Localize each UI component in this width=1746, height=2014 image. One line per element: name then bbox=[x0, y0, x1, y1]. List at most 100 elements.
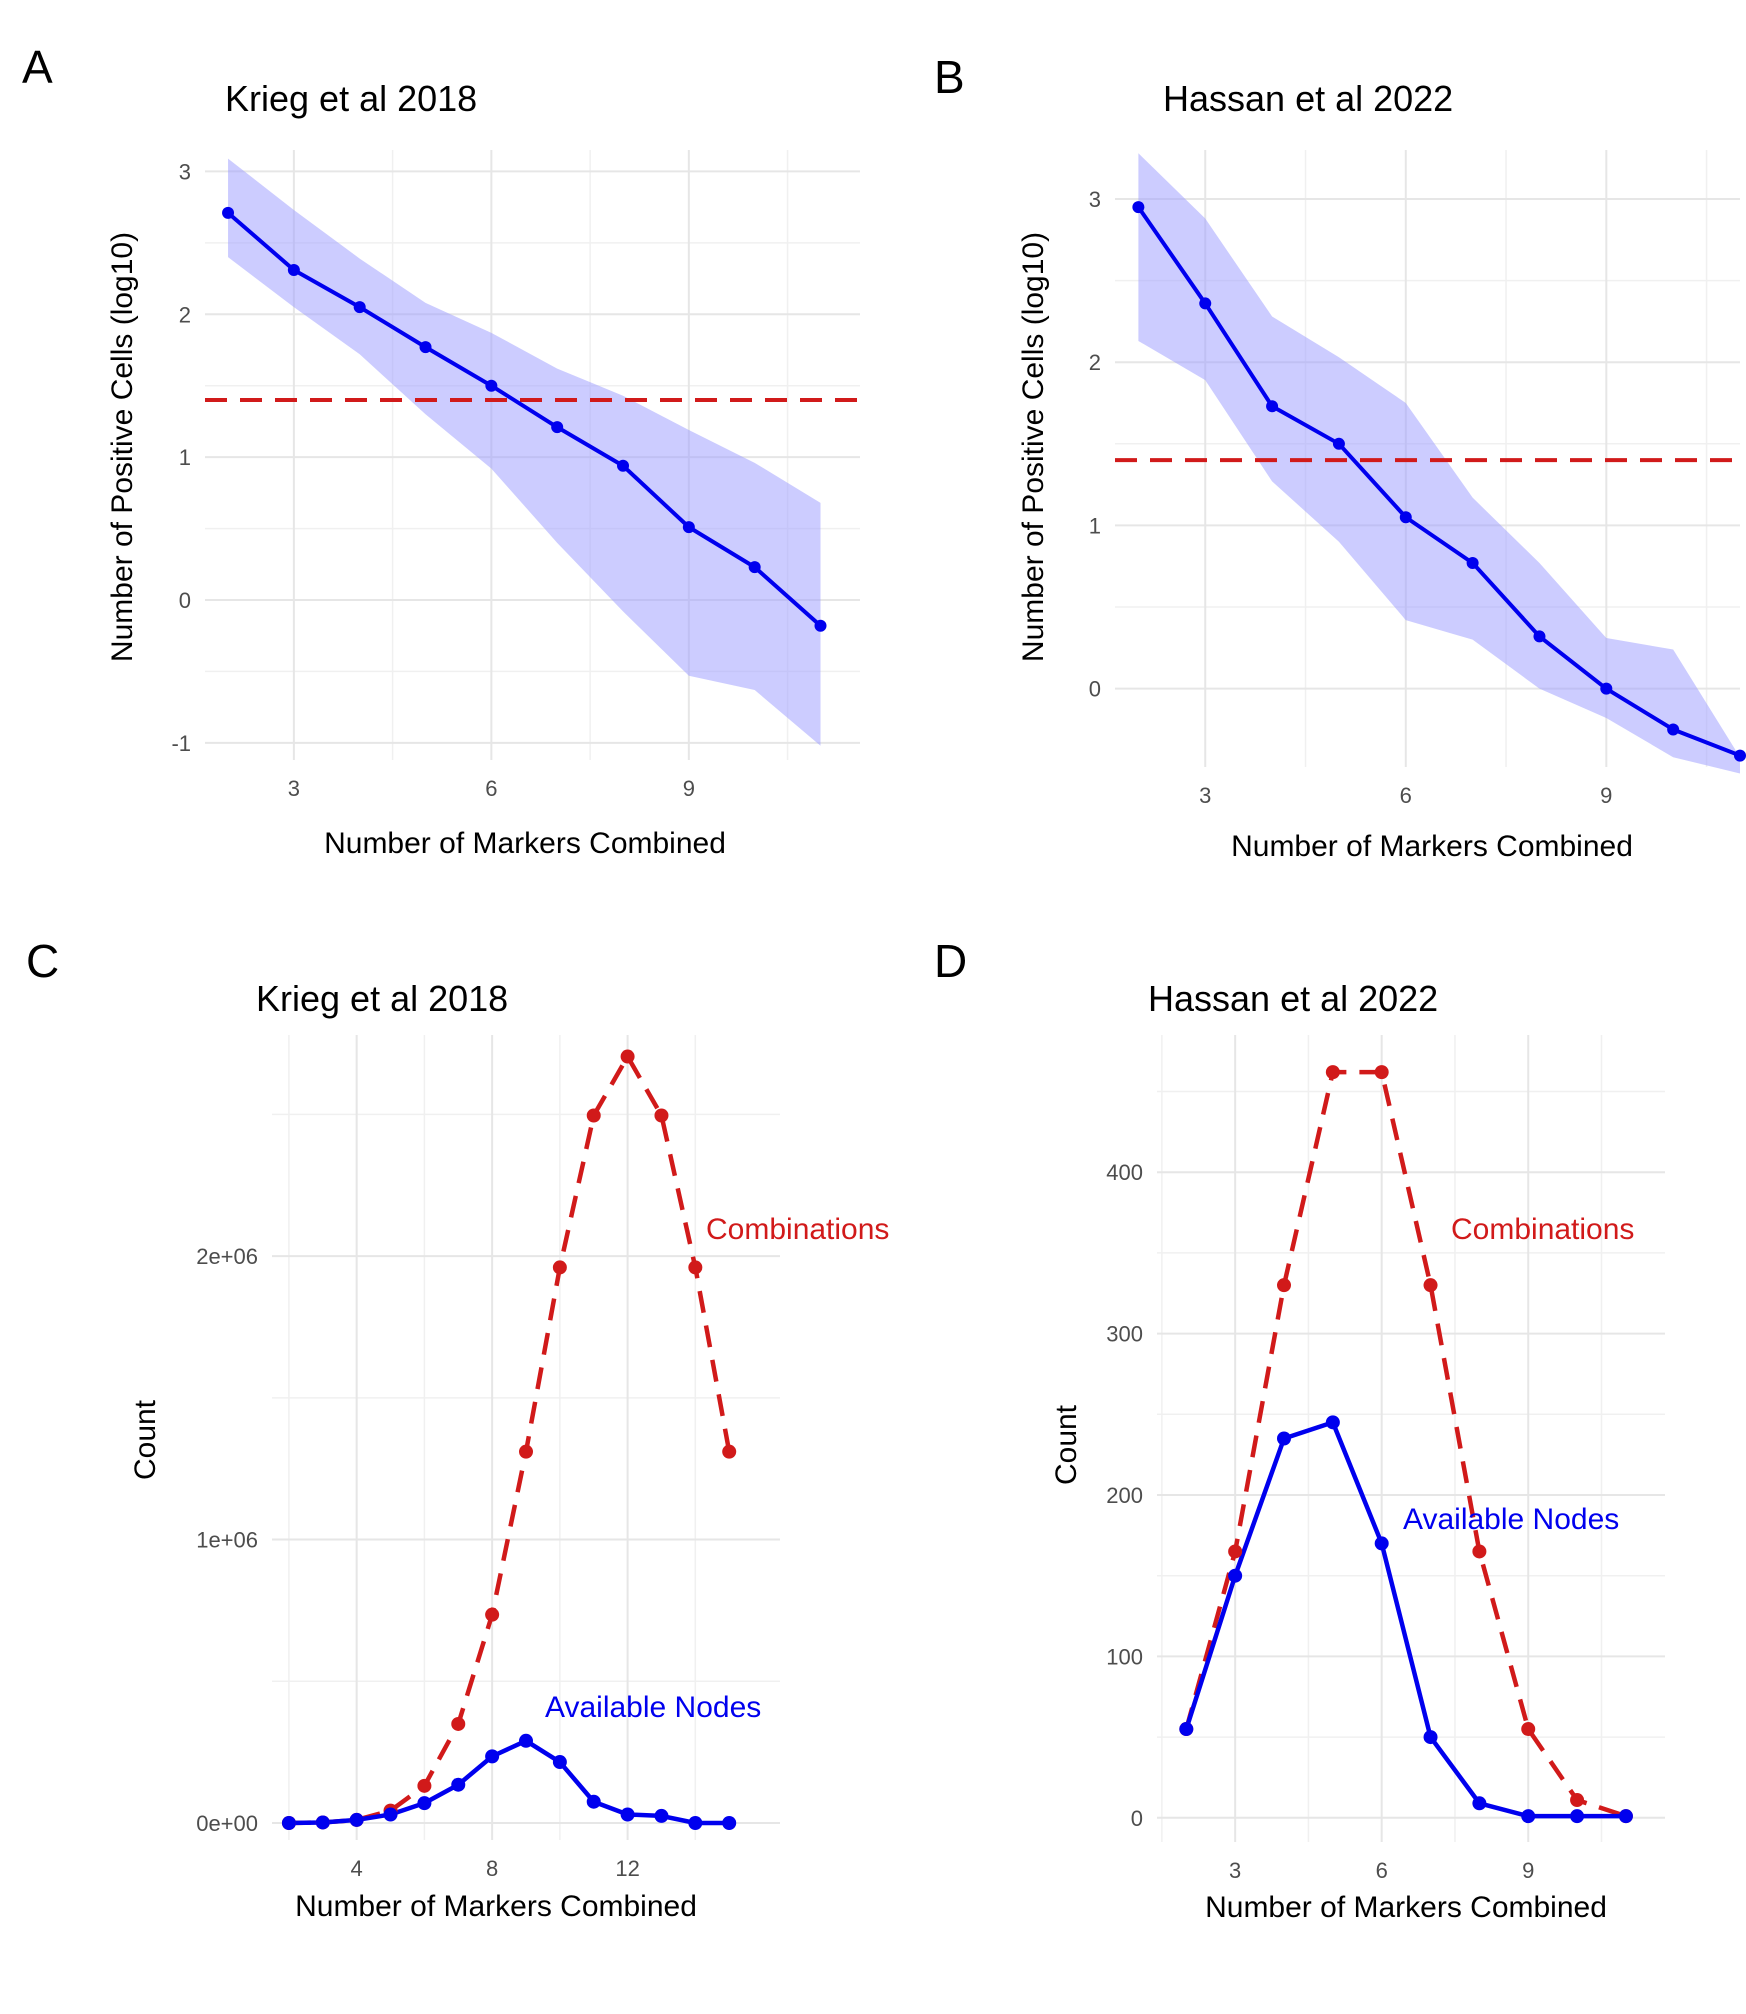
panel-c-combinations-point bbox=[552, 1260, 567, 1275]
panel-b-x-tick-label: 6 bbox=[1400, 783, 1412, 808]
panel-c-combinations-point bbox=[485, 1607, 500, 1622]
panel-c-y-tick-label: 2e+06 bbox=[196, 1244, 258, 1269]
panel-d-y-tick-label: 300 bbox=[1106, 1322, 1143, 1347]
panel-a-mean-line bbox=[226, 211, 822, 628]
panel-d-combinations-point bbox=[1472, 1544, 1487, 1559]
panel-c-available-nodes-point bbox=[315, 1815, 330, 1830]
panel-c-available-nodes-point bbox=[722, 1815, 737, 1830]
panel-a-mean-point bbox=[814, 619, 827, 632]
panel-d-combinations-point bbox=[1521, 1722, 1536, 1737]
panel-c-combinations-point bbox=[620, 1049, 635, 1064]
panel-c-available-nodes-point bbox=[485, 1749, 500, 1764]
panel-c-combinations-label: Combinations bbox=[706, 1213, 889, 1246]
panel-b-confidence-ribbon bbox=[1138, 153, 1740, 774]
panel-a-x-tick-label: 9 bbox=[683, 776, 695, 801]
panel-a-tick-labels: 3 6 9 -1 0 1 2 3 bbox=[171, 159, 695, 801]
panel-a-mean-point bbox=[222, 206, 235, 219]
panel-c-available-nodes-point bbox=[586, 1794, 601, 1809]
panel-d-available-nodes-point bbox=[1179, 1722, 1194, 1737]
panel-letter-a: A bbox=[22, 41, 53, 93]
panel-a-y-axis-label: Number of Positive Cells (log10) bbox=[106, 232, 139, 662]
panel-d-available-nodes-point bbox=[1374, 1536, 1389, 1551]
panel-c-combinations-point bbox=[586, 1108, 601, 1123]
panel-c-combinations-point bbox=[519, 1444, 533, 1459]
panel-d-lines-layer bbox=[1184, 1069, 1627, 1819]
panel-a-mean-point bbox=[485, 379, 498, 392]
panel-a: A Krieg et al 2018 3 6 9 -1 0 1 2 3 Number of M… bbox=[22, 41, 860, 860]
panel-b-points-layer bbox=[1132, 201, 1746, 762]
panel-b-x-tick-label: 3 bbox=[1199, 783, 1211, 808]
panel-a-ribbon-layer bbox=[228, 158, 821, 746]
panel-b-mean-point bbox=[1667, 723, 1680, 736]
panel-c-y-axis-label: Count bbox=[129, 1399, 162, 1480]
panel-letter-d: D bbox=[934, 935, 967, 987]
panel-d-gridlines bbox=[1157, 1035, 1665, 1842]
panel-d-available-nodes-line bbox=[1184, 1420, 1626, 1819]
panel-d-y-tick-label: 200 bbox=[1106, 1483, 1143, 1508]
panel-a-mean-point bbox=[287, 264, 300, 276]
panel-a-y-tick-label: 0 bbox=[179, 588, 191, 613]
panel-a-x-axis-label: Number of Markers Combined bbox=[324, 827, 726, 860]
panel-a-mean-point bbox=[617, 459, 630, 472]
panel-a-y-tick-label: 2 bbox=[179, 302, 191, 327]
panel-d-y-tick-label: 100 bbox=[1106, 1644, 1143, 1669]
panel-d-x-tick-label: 6 bbox=[1376, 1858, 1388, 1883]
panel-c-combinations-point bbox=[654, 1108, 669, 1123]
panel-d-combinations-point bbox=[1570, 1793, 1585, 1808]
panel-c-available-nodes-point bbox=[688, 1815, 703, 1830]
panel-b-title: Hassan et al 2022 bbox=[1163, 78, 1453, 119]
panel-c-available-nodes-point bbox=[654, 1808, 669, 1823]
panel-d-y-axis-label: Count bbox=[1050, 1404, 1083, 1485]
panel-b-x-axis-label: Number of Markers Combined bbox=[1231, 830, 1633, 863]
panel-d-available-nodes-point bbox=[1228, 1568, 1243, 1583]
panel-letter-c: C bbox=[26, 935, 59, 987]
panel-c-tick-labels: 4 8 12 0e+00 1e+06 2e+06 bbox=[196, 1244, 640, 1881]
panel-c-x-tick-label: 8 bbox=[486, 1856, 498, 1881]
panel-c-combinations-point bbox=[417, 1778, 432, 1793]
panel-c-x-axis-label: Number of Markers Combined bbox=[295, 1890, 697, 1923]
panel-d-x-axis-label: Number of Markers Combined bbox=[1205, 1891, 1607, 1924]
panel-c-y-tick-label: 0e+00 bbox=[196, 1811, 258, 1836]
panel-b-mean-point bbox=[1533, 630, 1546, 643]
panel-letter-b: B bbox=[934, 51, 965, 103]
panel-d-x-tick-label: 9 bbox=[1522, 1858, 1534, 1883]
panel-c-combinations-point bbox=[722, 1444, 737, 1459]
panel-c-combinations-point bbox=[451, 1716, 466, 1731]
panel-c-available-nodes-point bbox=[349, 1812, 364, 1827]
panel-c-available-nodes-point bbox=[519, 1733, 533, 1748]
panel-b-y-tick-label: 1 bbox=[1089, 513, 1101, 538]
panel-d-combinations-line bbox=[1184, 1069, 1627, 1819]
panel-b-mean-point bbox=[1266, 400, 1279, 413]
panel-a-mean-point bbox=[748, 561, 761, 574]
panel-d-available-nodes-point bbox=[1423, 1730, 1438, 1745]
panel-a-points-layer bbox=[222, 206, 827, 632]
panel-c-available-nodes-point bbox=[417, 1796, 432, 1811]
panel-d-available-nodes-point bbox=[1570, 1809, 1585, 1824]
panel-b-mean-point bbox=[1332, 437, 1345, 450]
panel-b-mean-point bbox=[1466, 556, 1479, 569]
panel-b-y-tick-label: 0 bbox=[1089, 677, 1101, 702]
panel-c-available-nodes-point bbox=[552, 1755, 567, 1770]
panel-d: D Hassan et al 2022 3 6 9 0 100 200 300 400 Com… bbox=[934, 935, 1665, 1924]
panel-d-combinations-point bbox=[1423, 1278, 1438, 1293]
panel-d-tick-labels: 3 6 9 0 100 200 300 400 bbox=[1106, 1160, 1534, 1883]
panel-a-confidence-ribbon bbox=[228, 158, 821, 746]
panel-d-combinations-label: Combinations bbox=[1451, 1213, 1634, 1246]
panel-a-mean-point bbox=[551, 421, 564, 434]
panel-b-mean-point bbox=[1399, 511, 1412, 524]
panel-b-y-tick-label: 3 bbox=[1089, 187, 1101, 212]
panel-a-y-tick-label: 1 bbox=[179, 445, 191, 470]
panel-c-x-tick-label: 4 bbox=[351, 1856, 363, 1881]
panel-d-combinations-point bbox=[1228, 1544, 1243, 1559]
panel-c-title: Krieg et al 2018 bbox=[256, 978, 508, 1019]
panel-b: B Hassan et al 2022 3 6 9 0 1 2 3 Number of Ma… bbox=[934, 51, 1746, 863]
panel-d-combinations-point bbox=[1325, 1065, 1340, 1080]
panel-c-available-nodes-point bbox=[620, 1807, 635, 1822]
panel-b-mean-point bbox=[1199, 297, 1212, 310]
panel-a-x-tick-label: 3 bbox=[288, 776, 300, 801]
panel-d-available-nodes-point bbox=[1277, 1431, 1291, 1446]
panel-d-title: Hassan et al 2022 bbox=[1148, 978, 1438, 1019]
panel-d-available-nodes-point bbox=[1521, 1809, 1536, 1824]
panel-b-mean-point bbox=[1600, 682, 1613, 695]
